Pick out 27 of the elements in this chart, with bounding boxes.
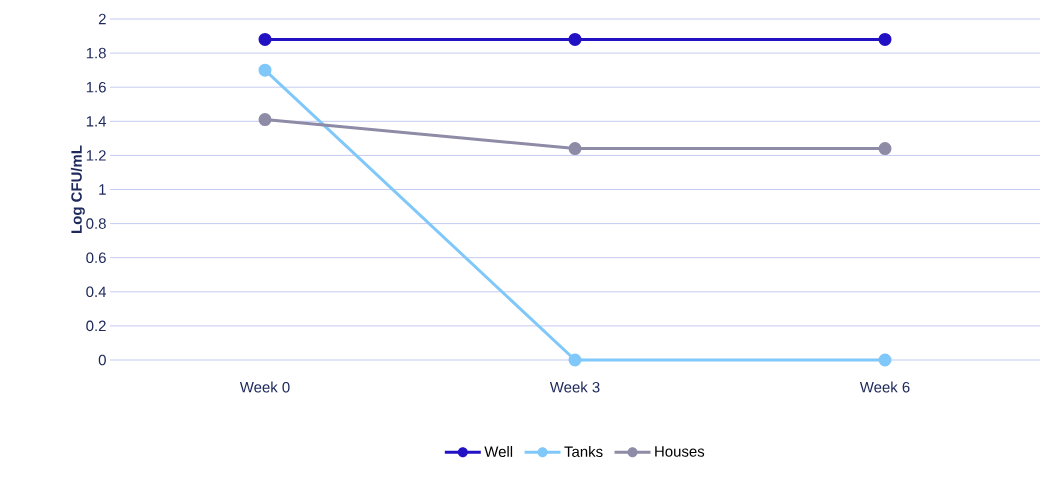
y-tick-label: 0.2 bbox=[86, 320, 106, 332]
point bbox=[258, 113, 272, 127]
y-axis-title: Log CFU/mL bbox=[70, 145, 85, 233]
legend-label: Well bbox=[484, 446, 513, 457]
y-tick-label: 0.4 bbox=[86, 286, 107, 298]
y-tick-label: 0.6 bbox=[86, 252, 106, 263]
point bbox=[568, 142, 582, 156]
point bbox=[258, 32, 272, 46]
y-tick-label: 1 bbox=[99, 184, 106, 195]
legend-label: Houses bbox=[655, 446, 705, 457]
x-tick-label: Week 3 bbox=[549, 381, 600, 393]
y-tick-label: 0.8 bbox=[86, 218, 106, 229]
point bbox=[878, 142, 892, 156]
point bbox=[568, 32, 582, 46]
point bbox=[878, 353, 892, 367]
y-tick-label: 2 bbox=[98, 13, 106, 25]
y-tick-label: 1.6 bbox=[86, 81, 106, 93]
y-tick-label: 1.8 bbox=[86, 47, 106, 59]
x-tick-label: Week 0 bbox=[239, 381, 290, 393]
y-tick-label: 1.2 bbox=[86, 150, 106, 161]
point bbox=[258, 63, 272, 77]
y-tick-label: 0 bbox=[98, 354, 106, 366]
y-tick-label: 1.4 bbox=[86, 116, 107, 127]
legend-label: Tanks bbox=[564, 446, 603, 457]
point bbox=[568, 353, 582, 367]
x-tick-label: Week 6 bbox=[859, 381, 910, 393]
point bbox=[878, 32, 892, 46]
